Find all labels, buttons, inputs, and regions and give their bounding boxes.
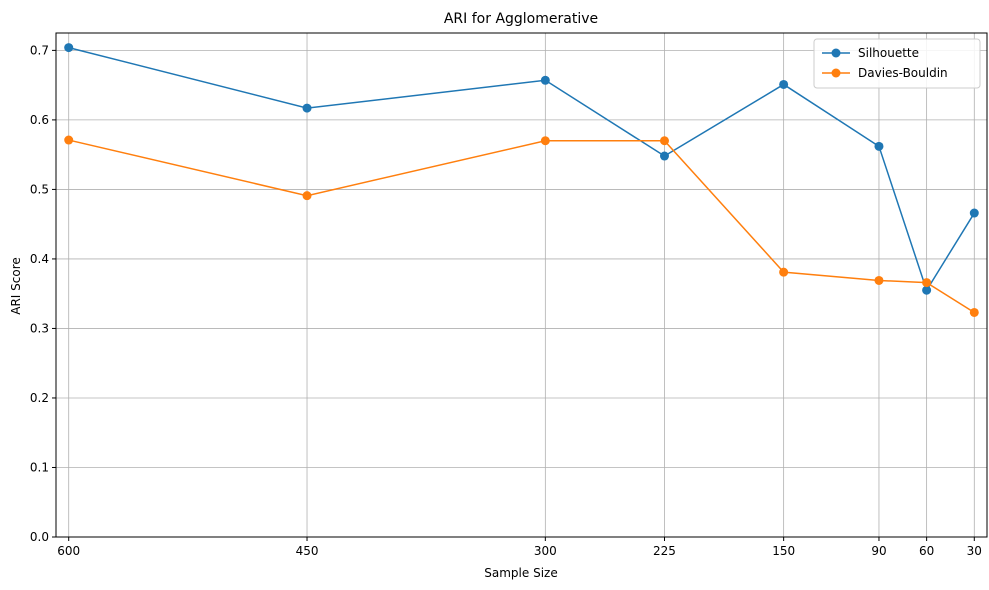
plot-frame <box>55 32 988 538</box>
data-point <box>874 275 884 285</box>
data-point <box>969 307 979 317</box>
x-axis-label: Sample Size <box>484 566 557 580</box>
legend-box <box>813 38 981 89</box>
y-tick-label: 0.6 <box>30 113 49 127</box>
x-axis: 600 450 300 225 150 90 60 30 <box>57 537 982 558</box>
x-tick-label: 30 <box>967 544 982 558</box>
data-point <box>659 151 669 161</box>
data-point <box>779 79 789 89</box>
data-point <box>302 191 312 201</box>
y-tick-label: 0.0 <box>30 530 49 544</box>
series-line <box>68 139 975 314</box>
y-tick-label: 0.2 <box>30 391 49 405</box>
x-tick-label: 300 <box>534 544 557 558</box>
y-tick-label: 0.5 <box>30 182 49 196</box>
x-tick-label: 150 <box>772 544 795 558</box>
data-point <box>659 136 669 146</box>
chart-title: ARI for Agglomerative <box>444 11 598 27</box>
data-point <box>874 141 884 151</box>
series-layer <box>64 43 979 317</box>
data-point <box>540 75 550 85</box>
x-tick-label: 600 <box>57 544 80 558</box>
data-point <box>302 103 312 113</box>
x-tick-label: 225 <box>653 544 676 558</box>
y-axis-label: ARI Score <box>9 257 23 315</box>
series-line <box>68 46 975 292</box>
y-tick-label: 0.1 <box>30 460 49 474</box>
legend-item: Davies-Bouldin <box>822 66 948 80</box>
legend-marker <box>831 48 841 58</box>
legend-item: Silhouette <box>822 46 919 60</box>
y-axis: 0.0 0.1 0.2 0.3 0.4 0.5 0.6 0.7 <box>30 43 56 544</box>
grid <box>56 33 987 538</box>
x-tick-label: 60 <box>919 544 934 558</box>
y-tick-label: 0.7 <box>30 43 49 57</box>
y-tick-label: 0.3 <box>30 321 49 335</box>
legend: Silhouette Davies-Bouldin <box>813 38 981 89</box>
data-point <box>969 208 979 218</box>
data-point <box>64 135 74 145</box>
y-tick-label: 0.4 <box>30 252 49 266</box>
series-silhouette <box>64 43 979 295</box>
data-point <box>922 285 932 295</box>
legend-marker <box>831 68 841 78</box>
x-tick-label: 90 <box>871 544 886 558</box>
data-point <box>540 136 550 146</box>
x-tick-label: 450 <box>296 544 319 558</box>
data-point <box>64 43 74 53</box>
data-point <box>779 267 789 277</box>
legend-label: Davies-Bouldin <box>858 66 948 80</box>
data-point <box>922 278 932 288</box>
legend-label: Silhouette <box>858 46 919 60</box>
series-davies-bouldin <box>64 135 979 317</box>
